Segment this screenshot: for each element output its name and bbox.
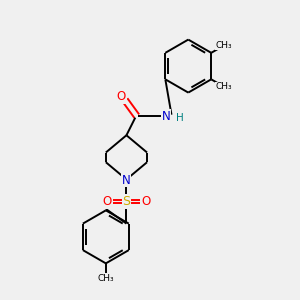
Text: O: O [117, 90, 126, 103]
Text: O: O [141, 195, 150, 208]
Text: CH₃: CH₃ [98, 274, 114, 283]
Text: CH₃: CH₃ [216, 41, 232, 50]
Text: CH₃: CH₃ [216, 82, 232, 91]
Text: N: N [122, 173, 131, 187]
Text: H: H [176, 112, 183, 123]
Text: O: O [103, 195, 112, 208]
Text: S: S [122, 195, 130, 208]
Text: N: N [162, 110, 171, 123]
